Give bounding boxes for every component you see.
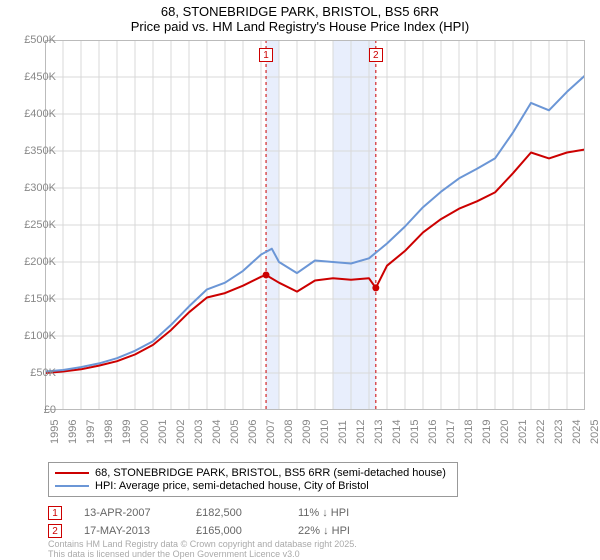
legend-label-1: 68, STONEBRIDGE PARK, BRISTOL, BS5 6RR (… bbox=[95, 467, 446, 479]
x-tick-label: 2009 bbox=[301, 420, 313, 444]
y-tick-label: £200K bbox=[8, 256, 56, 268]
x-tick-label: 2016 bbox=[427, 420, 439, 444]
annotation-marker-text: 2 bbox=[52, 526, 58, 537]
y-tick-label: £250K bbox=[8, 219, 56, 231]
x-tick-label: 2008 bbox=[283, 420, 295, 444]
footer-line2: This data is licensed under the Open Gov… bbox=[48, 550, 357, 560]
annotation-marker-2: 2 bbox=[48, 524, 62, 538]
annotation-date: 17-MAY-2013 bbox=[84, 525, 174, 537]
legend-row: HPI: Average price, semi-detached house,… bbox=[55, 480, 451, 492]
chart-container: 68, STONEBRIDGE PARK, BRISTOL, BS5 6RR P… bbox=[0, 0, 600, 560]
x-tick-label: 1998 bbox=[103, 420, 115, 444]
annotation-marker-1: 1 bbox=[48, 506, 62, 520]
x-tick-label: 2023 bbox=[553, 420, 565, 444]
y-tick-label: £350K bbox=[8, 145, 56, 157]
x-tick-label: 1996 bbox=[67, 420, 79, 444]
x-tick-label: 2014 bbox=[391, 420, 403, 444]
x-tick-label: 2022 bbox=[535, 420, 547, 444]
x-tick-label: 1999 bbox=[121, 420, 133, 444]
x-tick-label: 2005 bbox=[229, 420, 241, 444]
x-tick-label: 2019 bbox=[481, 420, 493, 444]
y-tick-label: £50K bbox=[8, 367, 56, 379]
x-tick-label: 2024 bbox=[571, 420, 583, 444]
x-tick-label: 2010 bbox=[319, 420, 331, 444]
legend-row: 68, STONEBRIDGE PARK, BRISTOL, BS5 6RR (… bbox=[55, 467, 451, 479]
x-tick-label: 2000 bbox=[139, 420, 151, 444]
annotation-row: 2 17-MAY-2013 £165,000 22% ↓ HPI bbox=[48, 522, 350, 540]
y-tick-label: £150K bbox=[8, 293, 56, 305]
y-tick-label: £500K bbox=[8, 34, 56, 46]
x-tick-label: 2004 bbox=[211, 420, 223, 444]
annotation-marker-text: 1 bbox=[52, 508, 58, 519]
chart-svg bbox=[45, 40, 585, 410]
y-tick-label: £400K bbox=[8, 108, 56, 120]
x-tick-label: 2001 bbox=[157, 420, 169, 444]
y-tick-label: £300K bbox=[8, 182, 56, 194]
legend-swatch-1 bbox=[55, 472, 89, 474]
x-tick-label: 2015 bbox=[409, 420, 421, 444]
annotation-row: 1 13-APR-2007 £182,500 11% ↓ HPI bbox=[48, 504, 350, 522]
annotation-table: 1 13-APR-2007 £182,500 11% ↓ HPI 2 17-MA… bbox=[48, 504, 350, 540]
x-tick-label: 2021 bbox=[517, 420, 529, 444]
legend-label-2: HPI: Average price, semi-detached house,… bbox=[95, 480, 369, 492]
legend-swatch-2 bbox=[55, 485, 89, 487]
annotation-price: £165,000 bbox=[196, 525, 276, 537]
x-tick-label: 2002 bbox=[175, 420, 187, 444]
annotation-delta: 11% ↓ HPI bbox=[298, 507, 349, 519]
y-tick-label: £450K bbox=[8, 71, 56, 83]
x-tick-label: 2025 bbox=[589, 420, 600, 444]
x-tick-label: 2003 bbox=[193, 420, 205, 444]
x-tick-label: 2006 bbox=[247, 420, 259, 444]
title-line1: 68, STONEBRIDGE PARK, BRISTOL, BS5 6RR bbox=[0, 4, 600, 19]
x-tick-label: 2012 bbox=[355, 420, 367, 444]
y-tick-label: £100K bbox=[8, 330, 56, 342]
x-tick-label: 2007 bbox=[265, 420, 277, 444]
chart-area bbox=[45, 40, 585, 410]
x-tick-label: 2020 bbox=[499, 420, 511, 444]
annotation-price: £182,500 bbox=[196, 507, 276, 519]
x-tick-label: 2013 bbox=[373, 420, 385, 444]
annotation-delta: 22% ↓ HPI bbox=[298, 525, 350, 537]
legend-box: 68, STONEBRIDGE PARK, BRISTOL, BS5 6RR (… bbox=[48, 462, 458, 497]
x-tick-label: 2018 bbox=[463, 420, 475, 444]
chart-marker-label: 2 bbox=[369, 48, 383, 62]
annotation-date: 13-APR-2007 bbox=[84, 507, 174, 519]
x-tick-label: 1997 bbox=[85, 420, 97, 444]
y-tick-label: £0 bbox=[8, 404, 56, 416]
title-line2: Price paid vs. HM Land Registry's House … bbox=[0, 19, 600, 34]
x-tick-label: 1995 bbox=[49, 420, 61, 444]
x-tick-label: 2017 bbox=[445, 420, 457, 444]
chart-marker-label: 1 bbox=[259, 48, 273, 62]
footer: Contains HM Land Registry data © Crown c… bbox=[48, 540, 357, 560]
title-block: 68, STONEBRIDGE PARK, BRISTOL, BS5 6RR P… bbox=[0, 0, 600, 34]
x-tick-label: 2011 bbox=[337, 420, 349, 444]
